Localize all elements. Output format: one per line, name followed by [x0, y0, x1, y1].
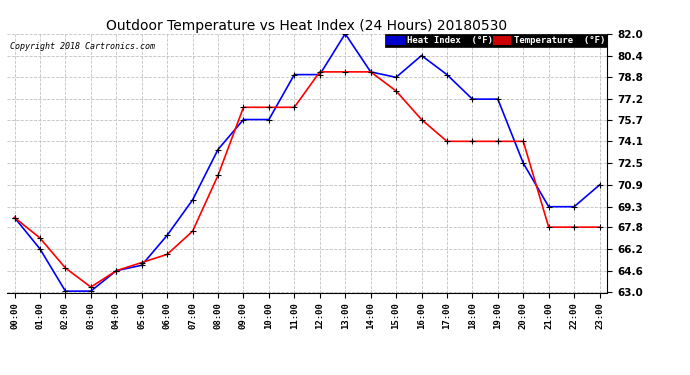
- Text: Copyright 2018 Cartronics.com: Copyright 2018 Cartronics.com: [10, 42, 155, 51]
- Legend: Heat Index  (°F), Temperature  (°F): Heat Index (°F), Temperature (°F): [385, 34, 607, 47]
- Title: Outdoor Temperature vs Heat Index (24 Hours) 20180530: Outdoor Temperature vs Heat Index (24 Ho…: [106, 19, 508, 33]
